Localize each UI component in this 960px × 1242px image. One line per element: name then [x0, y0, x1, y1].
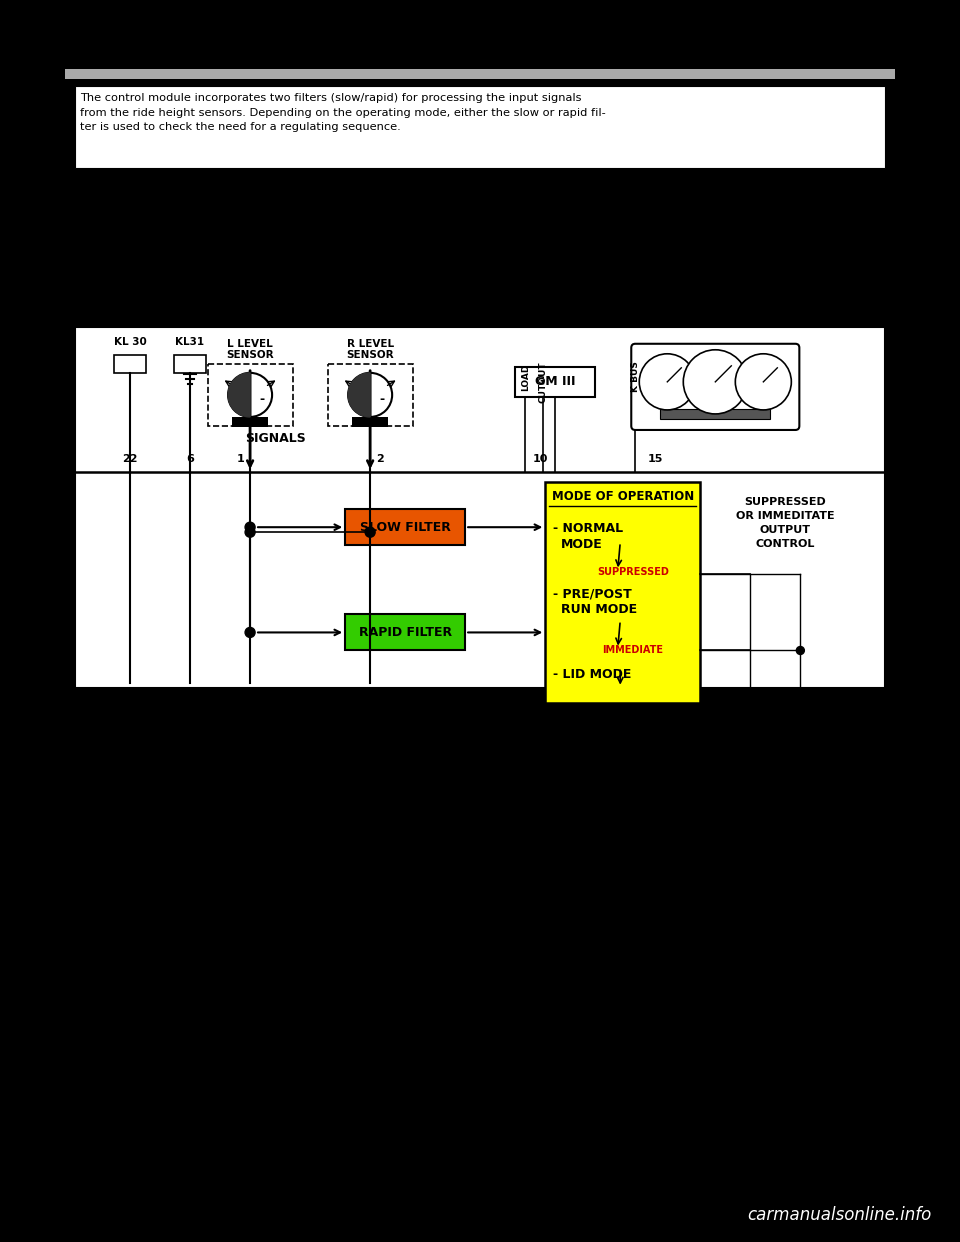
- Bar: [545, 482, 700, 703]
- Text: +: +: [353, 395, 363, 405]
- Text: KL31: KL31: [176, 337, 204, 347]
- Text: -: -: [379, 394, 385, 406]
- Bar: [232, 417, 268, 427]
- Bar: [660, 409, 770, 419]
- Circle shape: [735, 354, 791, 410]
- Bar: [352, 417, 388, 427]
- Text: IMMEDIATE: IMMEDIATE: [602, 646, 663, 656]
- Circle shape: [245, 527, 255, 538]
- Text: SLOW FILTER: SLOW FILTER: [360, 520, 450, 534]
- Text: LOAD: LOAD: [520, 363, 530, 390]
- Bar: [327, 364, 413, 426]
- Text: 6: 6: [186, 455, 194, 465]
- Text: 10: 10: [533, 455, 548, 465]
- Bar: [114, 355, 146, 373]
- Circle shape: [245, 627, 255, 637]
- FancyBboxPatch shape: [632, 344, 800, 430]
- Text: - PRE/POST: - PRE/POST: [553, 587, 632, 600]
- Circle shape: [228, 373, 272, 417]
- Bar: [516, 366, 595, 397]
- Text: MODE OF OPERATION: MODE OF OPERATION: [552, 489, 694, 503]
- Circle shape: [348, 373, 392, 417]
- Text: KL 30: KL 30: [113, 337, 146, 347]
- Text: The control module incorporates two filters (slow/rapid) for processing the inpu: The control module incorporates two filt…: [80, 93, 606, 132]
- Bar: [174, 355, 206, 373]
- Text: 1: 1: [236, 455, 244, 465]
- Text: RAPID FILTER: RAPID FILTER: [359, 626, 452, 638]
- Text: 22: 22: [122, 455, 138, 465]
- Text: carmanualsonline.info: carmanualsonline.info: [747, 1206, 931, 1225]
- Text: R LEVEL
SENSOR: R LEVEL SENSOR: [347, 339, 394, 360]
- Polygon shape: [228, 373, 251, 417]
- Text: RUN MODE: RUN MODE: [562, 604, 637, 616]
- Text: - NORMAL: - NORMAL: [553, 522, 623, 535]
- Text: CUTOUT: CUTOUT: [539, 361, 548, 402]
- Text: EHC CM: EHC CM: [913, 460, 933, 555]
- Bar: [65, 31, 896, 70]
- Bar: [75, 327, 885, 688]
- Text: K BUS: K BUS: [631, 361, 639, 392]
- Circle shape: [797, 647, 804, 655]
- Text: 16: 16: [77, 1140, 98, 1155]
- Text: The slow filter is used during the normal operation mode to prevent normal suspe: The slow filter is used during the norma…: [77, 196, 607, 221]
- Text: L LEVEL
SENSOR: L LEVEL SENSOR: [227, 339, 274, 360]
- Bar: [346, 615, 466, 651]
- Text: - LID MODE: - LID MODE: [553, 667, 632, 681]
- Text: SUPPRESSED: SUPPRESSED: [597, 568, 669, 578]
- Bar: [75, 86, 885, 169]
- Bar: [65, 70, 896, 79]
- Text: 15: 15: [648, 455, 663, 465]
- Text: 2: 2: [376, 455, 384, 465]
- Text: +: +: [233, 395, 243, 405]
- Text: -: -: [259, 394, 265, 406]
- Text: GM III: GM III: [535, 375, 575, 389]
- Circle shape: [639, 354, 695, 410]
- Bar: [346, 509, 466, 545]
- Circle shape: [365, 527, 375, 538]
- Text: Level Control Systems: Level Control Systems: [77, 1153, 185, 1163]
- Text: The rapid filter is used during the pre-run and tailgate (LID) modes to ensure t: The rapid filter is used during the pre-…: [77, 257, 597, 281]
- Text: MODE: MODE: [562, 538, 603, 551]
- Circle shape: [245, 522, 255, 533]
- Text: SIGNALS: SIGNALS: [245, 432, 305, 445]
- Bar: [207, 364, 293, 426]
- Circle shape: [684, 350, 747, 414]
- Polygon shape: [348, 373, 371, 417]
- Text: SUPPRESSED
OR IMMEDITATE
OUTPUT
CONTROL: SUPPRESSED OR IMMEDITATE OUTPUT CONTROL: [736, 497, 834, 549]
